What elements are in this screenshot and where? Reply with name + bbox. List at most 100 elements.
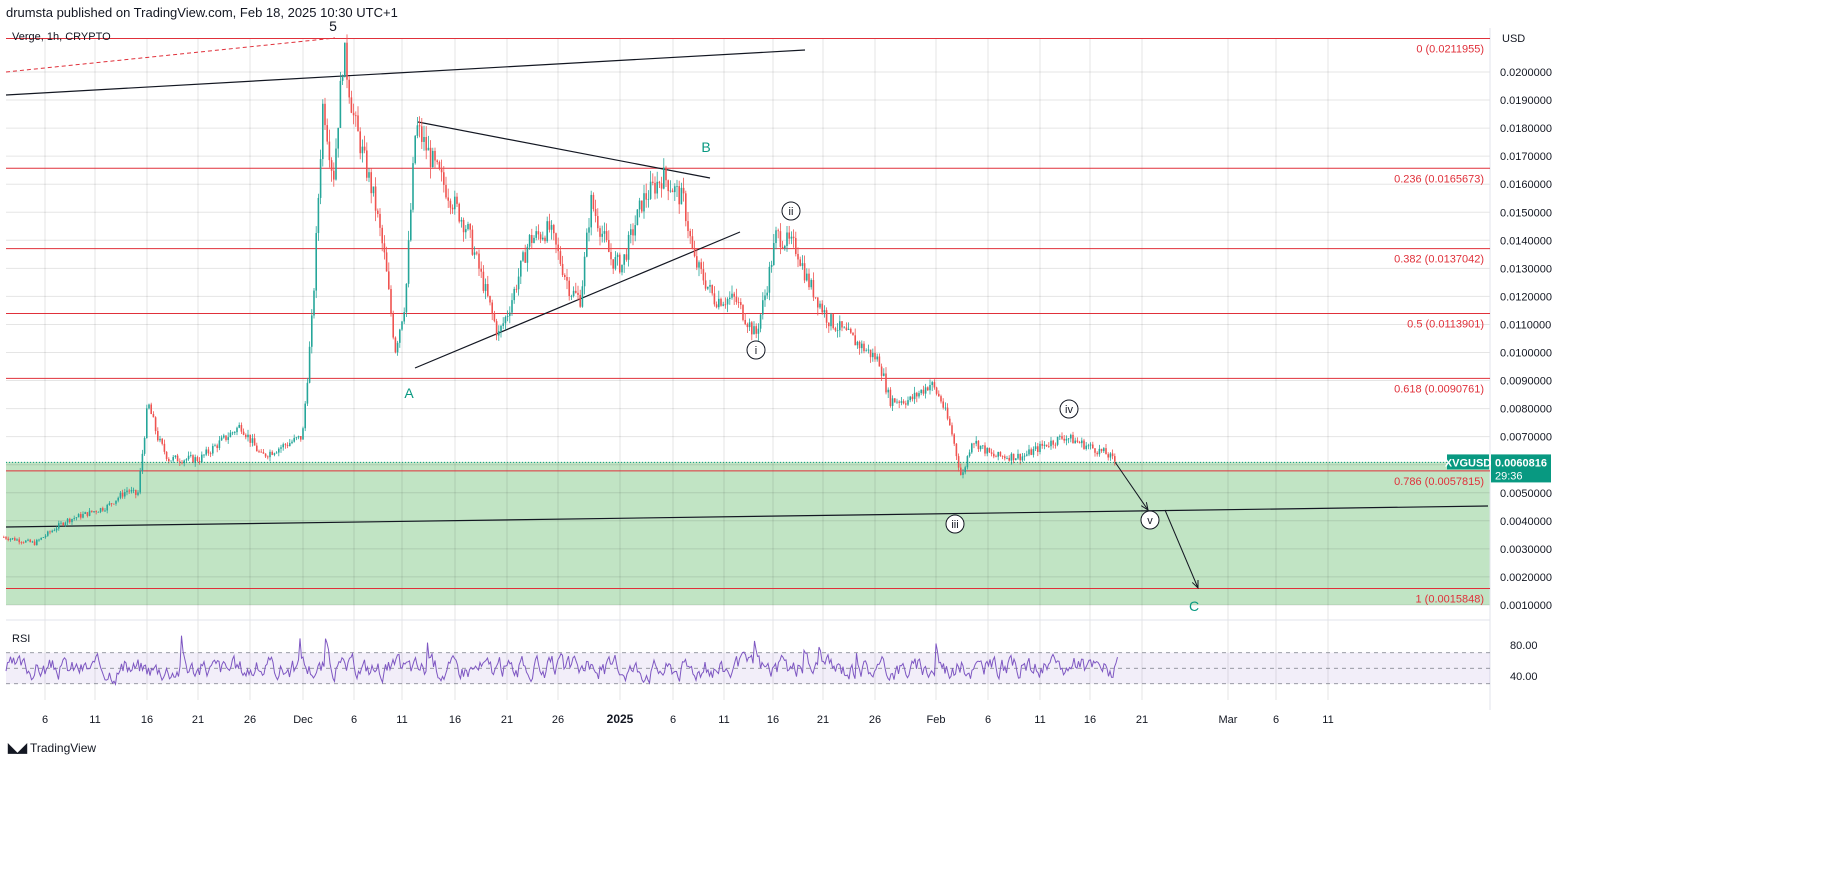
candle (704, 280, 707, 289)
candle (194, 457, 196, 463)
candle (33, 541, 36, 546)
candle (951, 425, 953, 435)
candle (561, 263, 564, 276)
candle (938, 393, 940, 397)
candle (542, 237, 544, 240)
x-tick-label: 6 (1273, 714, 1279, 726)
arrowhead-icon (1140, 502, 1149, 512)
candle (146, 408, 148, 439)
candle (643, 193, 645, 212)
candle (916, 392, 918, 397)
candle (1063, 438, 1065, 441)
candle (418, 125, 421, 127)
candle (214, 445, 216, 447)
candle (630, 229, 632, 235)
candle (335, 148, 337, 180)
candle (388, 271, 390, 290)
candle (322, 103, 324, 160)
dashed-trend-line (5, 37, 336, 73)
candle (623, 254, 625, 265)
candle (1083, 440, 1085, 449)
candle (751, 322, 753, 335)
candle (746, 324, 749, 328)
candle (282, 444, 284, 448)
candle (748, 322, 751, 328)
candle (1070, 434, 1072, 439)
candle (632, 229, 634, 236)
candle (91, 510, 93, 512)
candle (1107, 454, 1109, 458)
candle (795, 238, 797, 254)
candle (894, 398, 896, 403)
candle (425, 136, 427, 151)
candle (300, 436, 302, 440)
x-tick-label: 11 (1322, 714, 1333, 726)
candle (773, 242, 775, 265)
candle (374, 186, 377, 211)
candle (104, 510, 106, 512)
candle (836, 330, 839, 332)
y-tick-label: 0.0090000 (1500, 376, 1552, 388)
candle (546, 221, 548, 242)
candle (669, 190, 672, 192)
candle (788, 232, 790, 239)
candle (1023, 455, 1026, 457)
candle (473, 252, 476, 255)
candle (432, 150, 434, 168)
candle (946, 407, 949, 419)
candle (724, 304, 727, 306)
candle (660, 183, 663, 189)
candle (535, 231, 537, 238)
candle (106, 504, 108, 511)
candle (526, 246, 529, 263)
candle (168, 458, 170, 462)
candle (700, 262, 702, 270)
candle (84, 512, 86, 514)
candle (258, 451, 260, 453)
candle (1048, 446, 1050, 448)
candle (753, 326, 755, 335)
candle (843, 327, 845, 329)
candle (799, 259, 801, 266)
candle (399, 329, 401, 343)
candle (590, 194, 592, 228)
candle (69, 518, 71, 523)
candle (38, 539, 40, 541)
candle (163, 443, 166, 452)
x-tick-label: 21 (501, 714, 513, 726)
candle (1076, 440, 1079, 442)
candle (808, 273, 810, 288)
candle (531, 234, 533, 243)
candle (1100, 448, 1103, 452)
candle (674, 186, 676, 193)
wave-circle (746, 340, 766, 360)
wave-label-i: i (755, 345, 757, 357)
candle (330, 160, 333, 171)
candle (344, 42, 346, 78)
candle (949, 418, 951, 426)
candle (137, 492, 139, 495)
candle (570, 295, 573, 297)
candle (509, 312, 511, 316)
candle (544, 237, 546, 242)
tradingview-logo[interactable]: ◣◢ TradingView (8, 740, 96, 756)
candle (592, 194, 595, 210)
candle (361, 146, 364, 154)
candle (731, 293, 733, 298)
bar-countdown: 29:36 (1495, 470, 1523, 482)
candle (308, 346, 311, 383)
candle (744, 319, 746, 325)
rsi-tick-label: 80.00 (1510, 640, 1538, 652)
candle (179, 461, 181, 463)
symbol-tag-text: XVGUSD (1445, 457, 1492, 469)
candle (722, 304, 724, 306)
candle (828, 322, 830, 327)
candle (392, 313, 394, 338)
candle (394, 337, 397, 353)
candle (812, 280, 815, 298)
target-zone (6, 461, 1490, 605)
candle (572, 290, 575, 296)
candle (1094, 448, 1096, 453)
candle (135, 489, 137, 495)
